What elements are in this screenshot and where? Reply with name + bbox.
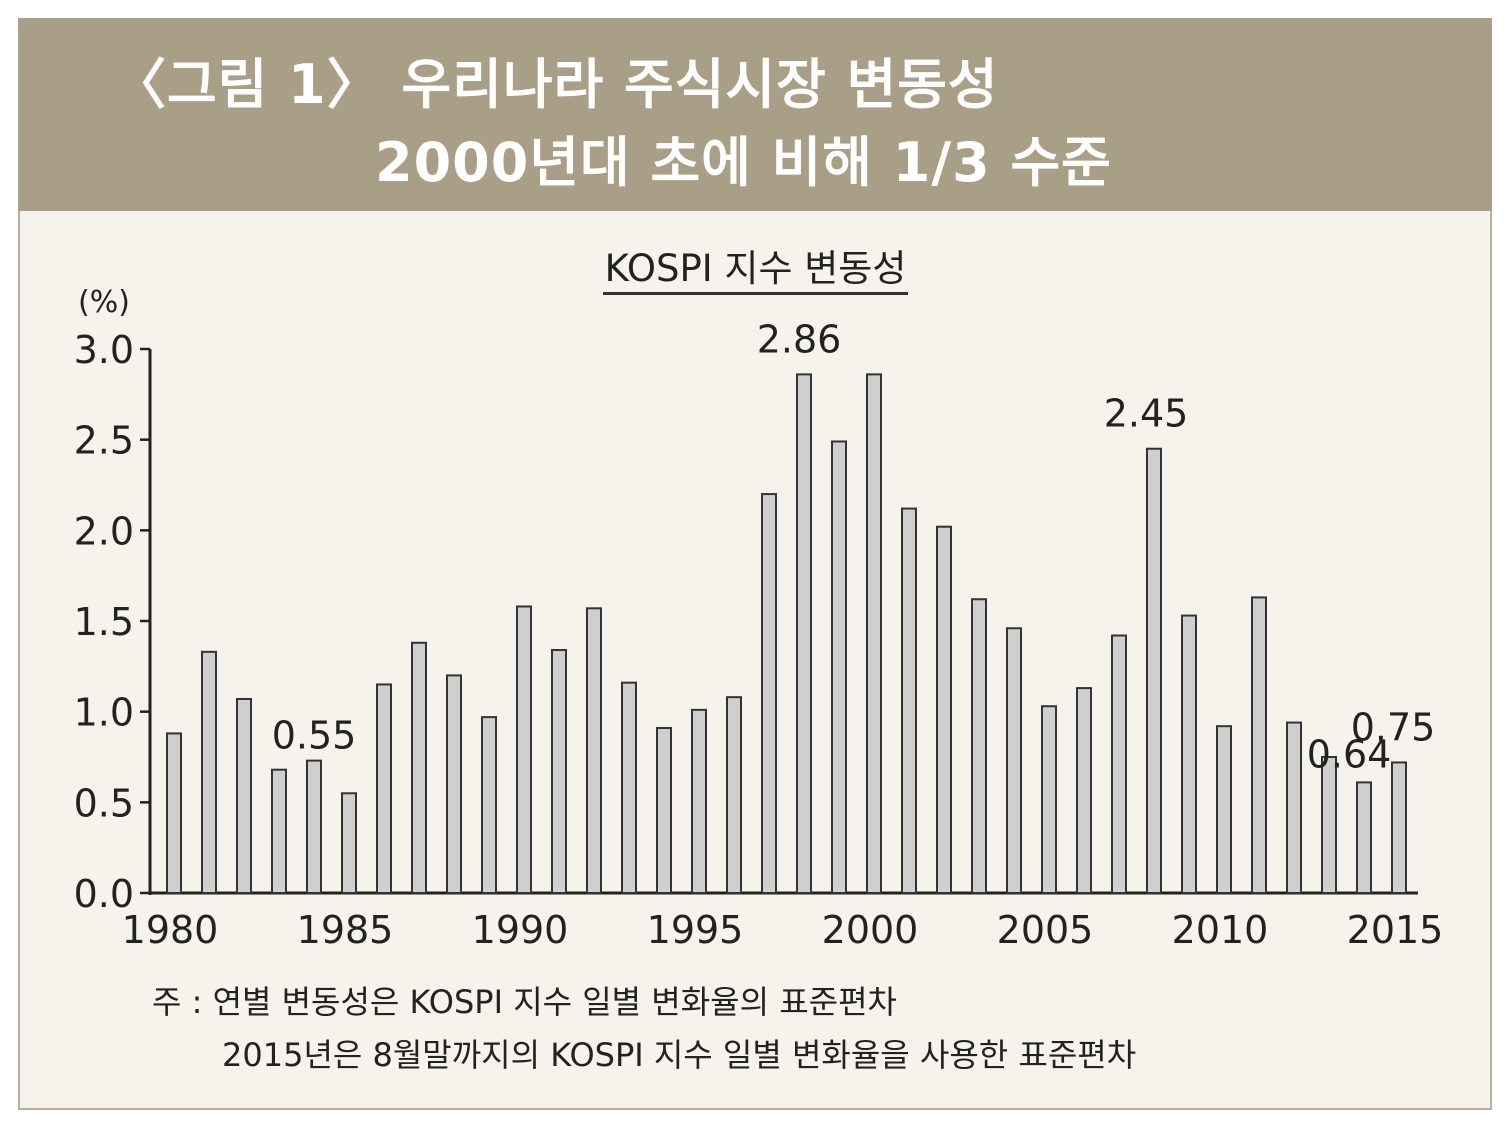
bar <box>936 525 952 894</box>
bar <box>551 649 567 894</box>
bar <box>1286 721 1302 895</box>
x-tick-label: 1980 <box>122 908 219 952</box>
bar <box>586 607 602 894</box>
bar <box>236 697 252 894</box>
figure-title-line2: 2000년대 초에 비해 1/3 수준 <box>375 131 1112 194</box>
bar <box>1111 634 1127 894</box>
x-tick-label: 1995 <box>647 908 744 952</box>
chart-title: KOSPI 지수 변동성 <box>602 247 909 295</box>
bar <box>1321 756 1337 894</box>
x-tick-label: 2010 <box>1172 908 1269 952</box>
bar <box>621 681 637 894</box>
bar <box>306 759 322 894</box>
bar <box>866 373 882 894</box>
y-tick-label: 0.5 <box>74 781 134 825</box>
x-tick-label: 1990 <box>472 908 569 952</box>
data-label: 2.45 <box>1104 392 1189 436</box>
x-tick-label: 1985 <box>297 908 394 952</box>
bar <box>796 373 812 894</box>
y-tick-label: 2.5 <box>74 419 134 463</box>
x-tick-label: 2015 <box>1347 908 1444 952</box>
data-label: 0.75 <box>1351 705 1436 749</box>
bar <box>901 507 917 894</box>
x-tick-label: 2000 <box>822 908 919 952</box>
footnote-line2: 2015년은 8월말까지의 KOSPI 지수 일별 변화율을 사용한 표준편차 <box>222 1036 1137 1074</box>
data-label: 0.55 <box>272 713 357 757</box>
bar <box>1251 596 1267 895</box>
bar <box>831 440 847 894</box>
bar <box>726 696 742 894</box>
title-band <box>18 18 1492 211</box>
bar <box>1181 614 1197 894</box>
bar <box>1006 627 1022 895</box>
bar <box>1146 447 1162 894</box>
bar <box>376 683 392 895</box>
y-axis-unit-label: (%) <box>78 285 130 320</box>
bar <box>516 605 532 894</box>
data-label: 2.86 <box>757 317 842 361</box>
bar <box>201 650 217 894</box>
x-tick-label: 2005 <box>997 908 1094 952</box>
y-tick-label: 0.0 <box>74 872 134 916</box>
y-tick-label: 1.5 <box>74 600 134 644</box>
data-label: 0.64 <box>1307 732 1392 776</box>
bar <box>1041 705 1057 895</box>
bar <box>691 708 707 894</box>
y-tick-label: 1.0 <box>74 691 134 735</box>
bar <box>656 726 672 895</box>
bar <box>446 674 462 895</box>
bar <box>271 768 287 895</box>
figure-title-line1: 〈그림 1〉 우리나라 주식시장 변동성 <box>112 53 999 116</box>
bar <box>971 598 987 894</box>
footnote-line1: 주 : 연별 변동성은 KOSPI 지수 일별 변화율의 표준편차 <box>152 983 897 1021</box>
bar <box>411 641 427 895</box>
bar <box>341 792 357 894</box>
bar <box>1356 781 1372 894</box>
chart-title-wrap: KOSPI 지수 변동성 <box>0 238 1511 295</box>
bar <box>1391 761 1407 894</box>
bar <box>761 493 777 894</box>
bar <box>1216 725 1232 894</box>
bar <box>1076 687 1092 894</box>
bar <box>166 732 182 895</box>
y-tick-label: 2.0 <box>74 509 134 553</box>
y-tick-label: 3.0 <box>74 328 134 372</box>
bar <box>481 716 497 895</box>
